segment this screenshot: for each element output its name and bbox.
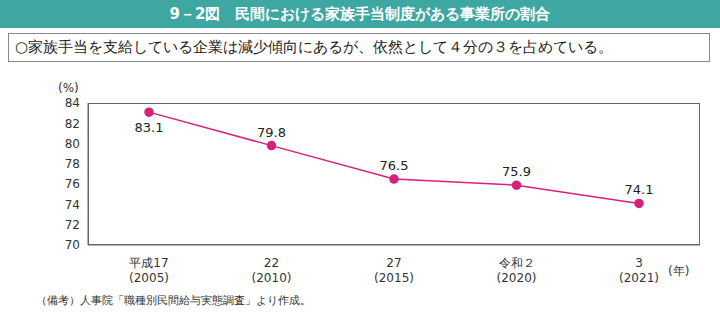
svg-text:3(2021): 3(2021) [619,256,659,285]
svg-text:平成17(2005): 平成17(2005) [129,256,169,285]
svg-text:83.1: 83.1 [135,120,164,135]
html-text:9－2図 民間における家族手当制度がある事業所の割合: 9－2図 民間における家族手当制度がある事業所の割合 [169,5,551,23]
svg-text:80: 80 [65,137,80,151]
svg-text:74: 74 [65,198,80,212]
html-text:（備考）人事院「職種別民間給与実態調査」より作成。: （備考）人事院「職種別民間給与実態調査」より作成。 [36,294,311,307]
svg-text:76.5: 76.5 [380,158,409,173]
svg-text:76: 76 [65,177,80,191]
svg-text:70: 70 [65,238,80,252]
svg-text:78: 78 [65,157,80,171]
svg-text:82: 82 [65,117,80,131]
svg-text:84: 84 [65,96,80,110]
svg-text:79.8: 79.8 [257,125,286,140]
svg-text:74.1: 74.1 [625,182,654,197]
svg-text:22(2010): 22(2010) [252,256,292,285]
html-text:○家族手当を支給している企業は減少傾向にあるが、依然として４: ○家族手当を支給している企業は減少傾向にあるが、依然として４分の３を占めている。 [15,38,614,56]
svg-text:72: 72 [65,218,80,232]
svg-text:令和２(2020): 令和２(2020) [497,256,537,285]
html-text:(年): (年) [668,264,690,278]
svg-text:75.9: 75.9 [502,164,531,179]
svg-text:27(2015): 27(2015) [374,256,414,285]
